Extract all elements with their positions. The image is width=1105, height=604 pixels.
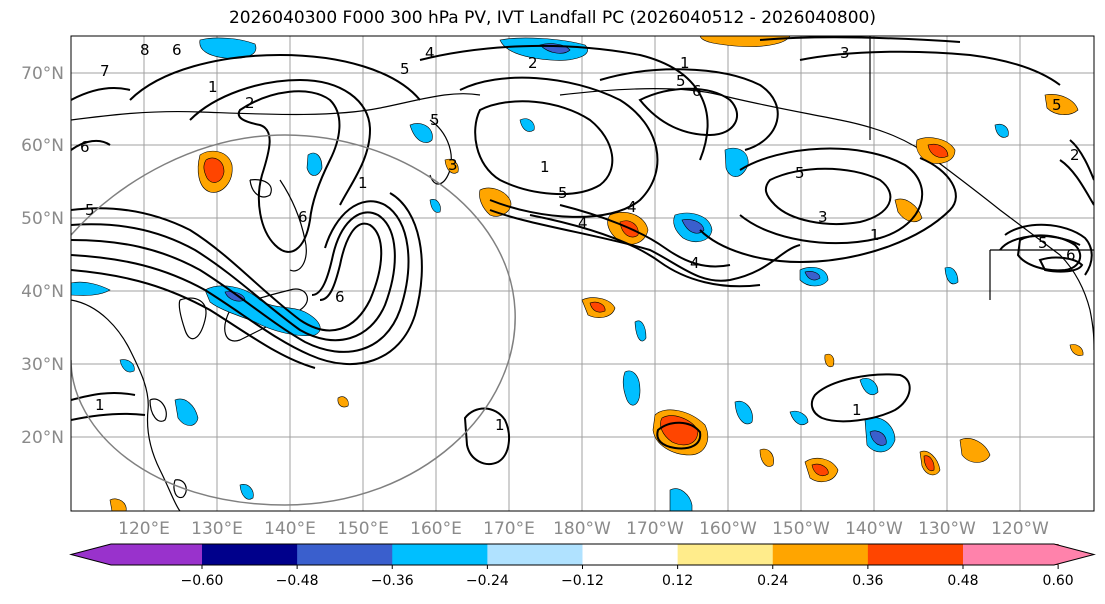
contour-label-y: 3 — [840, 44, 850, 62]
lon-label-160w: 160°W — [699, 519, 757, 539]
colorbar-segment — [202, 544, 298, 565]
contour-label-o: 1 — [358, 174, 368, 192]
contour-label-s: 5 — [795, 164, 805, 182]
contour-label-h: 1 — [208, 78, 218, 96]
contour-label-t: 4 — [690, 254, 700, 272]
colorbar-tick-label: 0.24 — [757, 573, 788, 589]
lon-label-180w: 180°W — [553, 519, 611, 539]
contour-label-a: 7 — [100, 62, 110, 80]
contour-label-aa: 5 — [1038, 234, 1048, 252]
contour-label-v: 5 — [676, 72, 686, 90]
colorbar-outline — [69, 543, 1096, 566]
colorbar-tick-label: −0.24 — [466, 573, 509, 589]
colorbar-segment — [487, 544, 583, 565]
colorbar-tick-label: 0.36 — [852, 573, 883, 589]
contour-label-ab: 6 — [1066, 246, 1076, 264]
colorbar-tick-label: 0.12 — [662, 573, 693, 589]
colorbar-tick-label: −0.60 — [181, 573, 224, 589]
colorbar-segment — [582, 544, 679, 565]
colorbar-segment — [772, 544, 869, 565]
lat-label-40n: 40°N — [21, 282, 64, 302]
lat-label-20n: 20°N — [21, 428, 64, 448]
colorbar-tick-label: −0.36 — [371, 573, 414, 589]
contour-label-b: 8 — [140, 41, 150, 59]
contour-label-j: 4 — [578, 214, 588, 232]
contour-label-q: 6 — [298, 208, 308, 226]
ivt-anomaly-shading — [71, 36, 1084, 511]
contour-label-e: 4 — [425, 44, 435, 62]
range-circle-left — [71, 134, 286, 236]
contour-label-ac: 1 — [495, 416, 505, 434]
contour-label-c: 6 — [172, 41, 182, 59]
map-frame — [70, 35, 1095, 512]
lat-label-60n: 60°N — [21, 136, 64, 156]
lon-label-150e: 150°E — [337, 519, 389, 539]
contour-labels: 7 8 6 5 4 2 2 1 3 4 5 6 5 6 1 5 6 1 5 4 … — [80, 41, 1080, 434]
lon-labels: 120°E 130°E 140°E 150°E 160°E 170°E 180°… — [118, 519, 1049, 539]
contour-label-l: 6 — [335, 288, 345, 306]
lon-label-170w: 170°W — [626, 519, 684, 539]
map-gridlines — [71, 36, 1094, 511]
colorbar-segment-extend-min — [71, 544, 202, 565]
range-circle — [71, 134, 516, 506]
lon-label-150w: 150°W — [772, 519, 830, 539]
lat-label-70n: 70°N — [21, 64, 64, 84]
colorbar-segment — [297, 544, 393, 565]
lat-labels: 70°N 60°N 50°N 40°N 30°N 20°N — [21, 64, 64, 448]
contour-label-u: 1 — [680, 54, 690, 72]
colorbar-tick-label: 0.48 — [947, 573, 978, 589]
contour-label-n: 6 — [80, 138, 90, 156]
pv-contours — [71, 36, 1094, 465]
lat-label-50n: 50°N — [21, 209, 64, 229]
contour-label-r: 1 — [540, 158, 550, 176]
colorbar-segment — [677, 544, 774, 565]
contour-label-ah: 3 — [818, 208, 828, 226]
lon-label-130w: 130°W — [918, 519, 976, 539]
colorbar-tick-label: −0.12 — [561, 573, 604, 589]
map-panel: 7 8 6 5 4 2 2 1 3 4 5 6 5 6 1 5 6 1 5 4 … — [71, 36, 1094, 511]
contour-label-x: 4 — [627, 198, 637, 216]
contour-label-ag: 5 — [1052, 96, 1062, 114]
colorbar-tick-label: 0.60 — [1043, 573, 1074, 589]
contour-label-w: 6 — [692, 82, 702, 100]
contour-label-f: 2 — [528, 54, 538, 72]
colorbar-segment-extend-max — [963, 544, 1094, 565]
contour-label-d: 5 — [400, 60, 410, 78]
colorbar-segment — [867, 544, 964, 565]
colorbar-segment — [392, 544, 488, 565]
lon-label-140w: 140°W — [845, 519, 903, 539]
contour-label-g: 2 — [245, 94, 255, 112]
contour-label-p: 5 — [430, 111, 440, 129]
map-title: 2026040300 F000 300 hPa PV, IVT Landfall… — [228, 8, 876, 28]
contour-label-z: 1 — [870, 226, 880, 244]
contour-label-ae: 1 — [95, 396, 105, 414]
contour-label-af: 2 — [1070, 146, 1080, 164]
contour-label-ad: 1 — [852, 401, 862, 419]
contour-label-i: 3 — [448, 156, 458, 174]
lon-label-160e: 160°E — [410, 519, 462, 539]
colorbar-tick-label: −0.48 — [276, 573, 319, 589]
contour-label-k: 5 — [558, 184, 568, 202]
colorbar: −0.60 −0.48 −0.36 −0.24 −0.12 0.12 0.24 0.36 0.4… — [69, 543, 1096, 589]
lon-label-120w: 120°W — [991, 519, 1049, 539]
lon-label-130e: 130°E — [191, 519, 243, 539]
lon-label-140e: 140°E — [264, 519, 316, 539]
lat-label-30n: 30°N — [21, 355, 64, 375]
contour-label-m: 5 — [85, 201, 95, 219]
lon-label-120e: 120°E — [118, 519, 170, 539]
lon-label-170e: 170°E — [483, 519, 535, 539]
